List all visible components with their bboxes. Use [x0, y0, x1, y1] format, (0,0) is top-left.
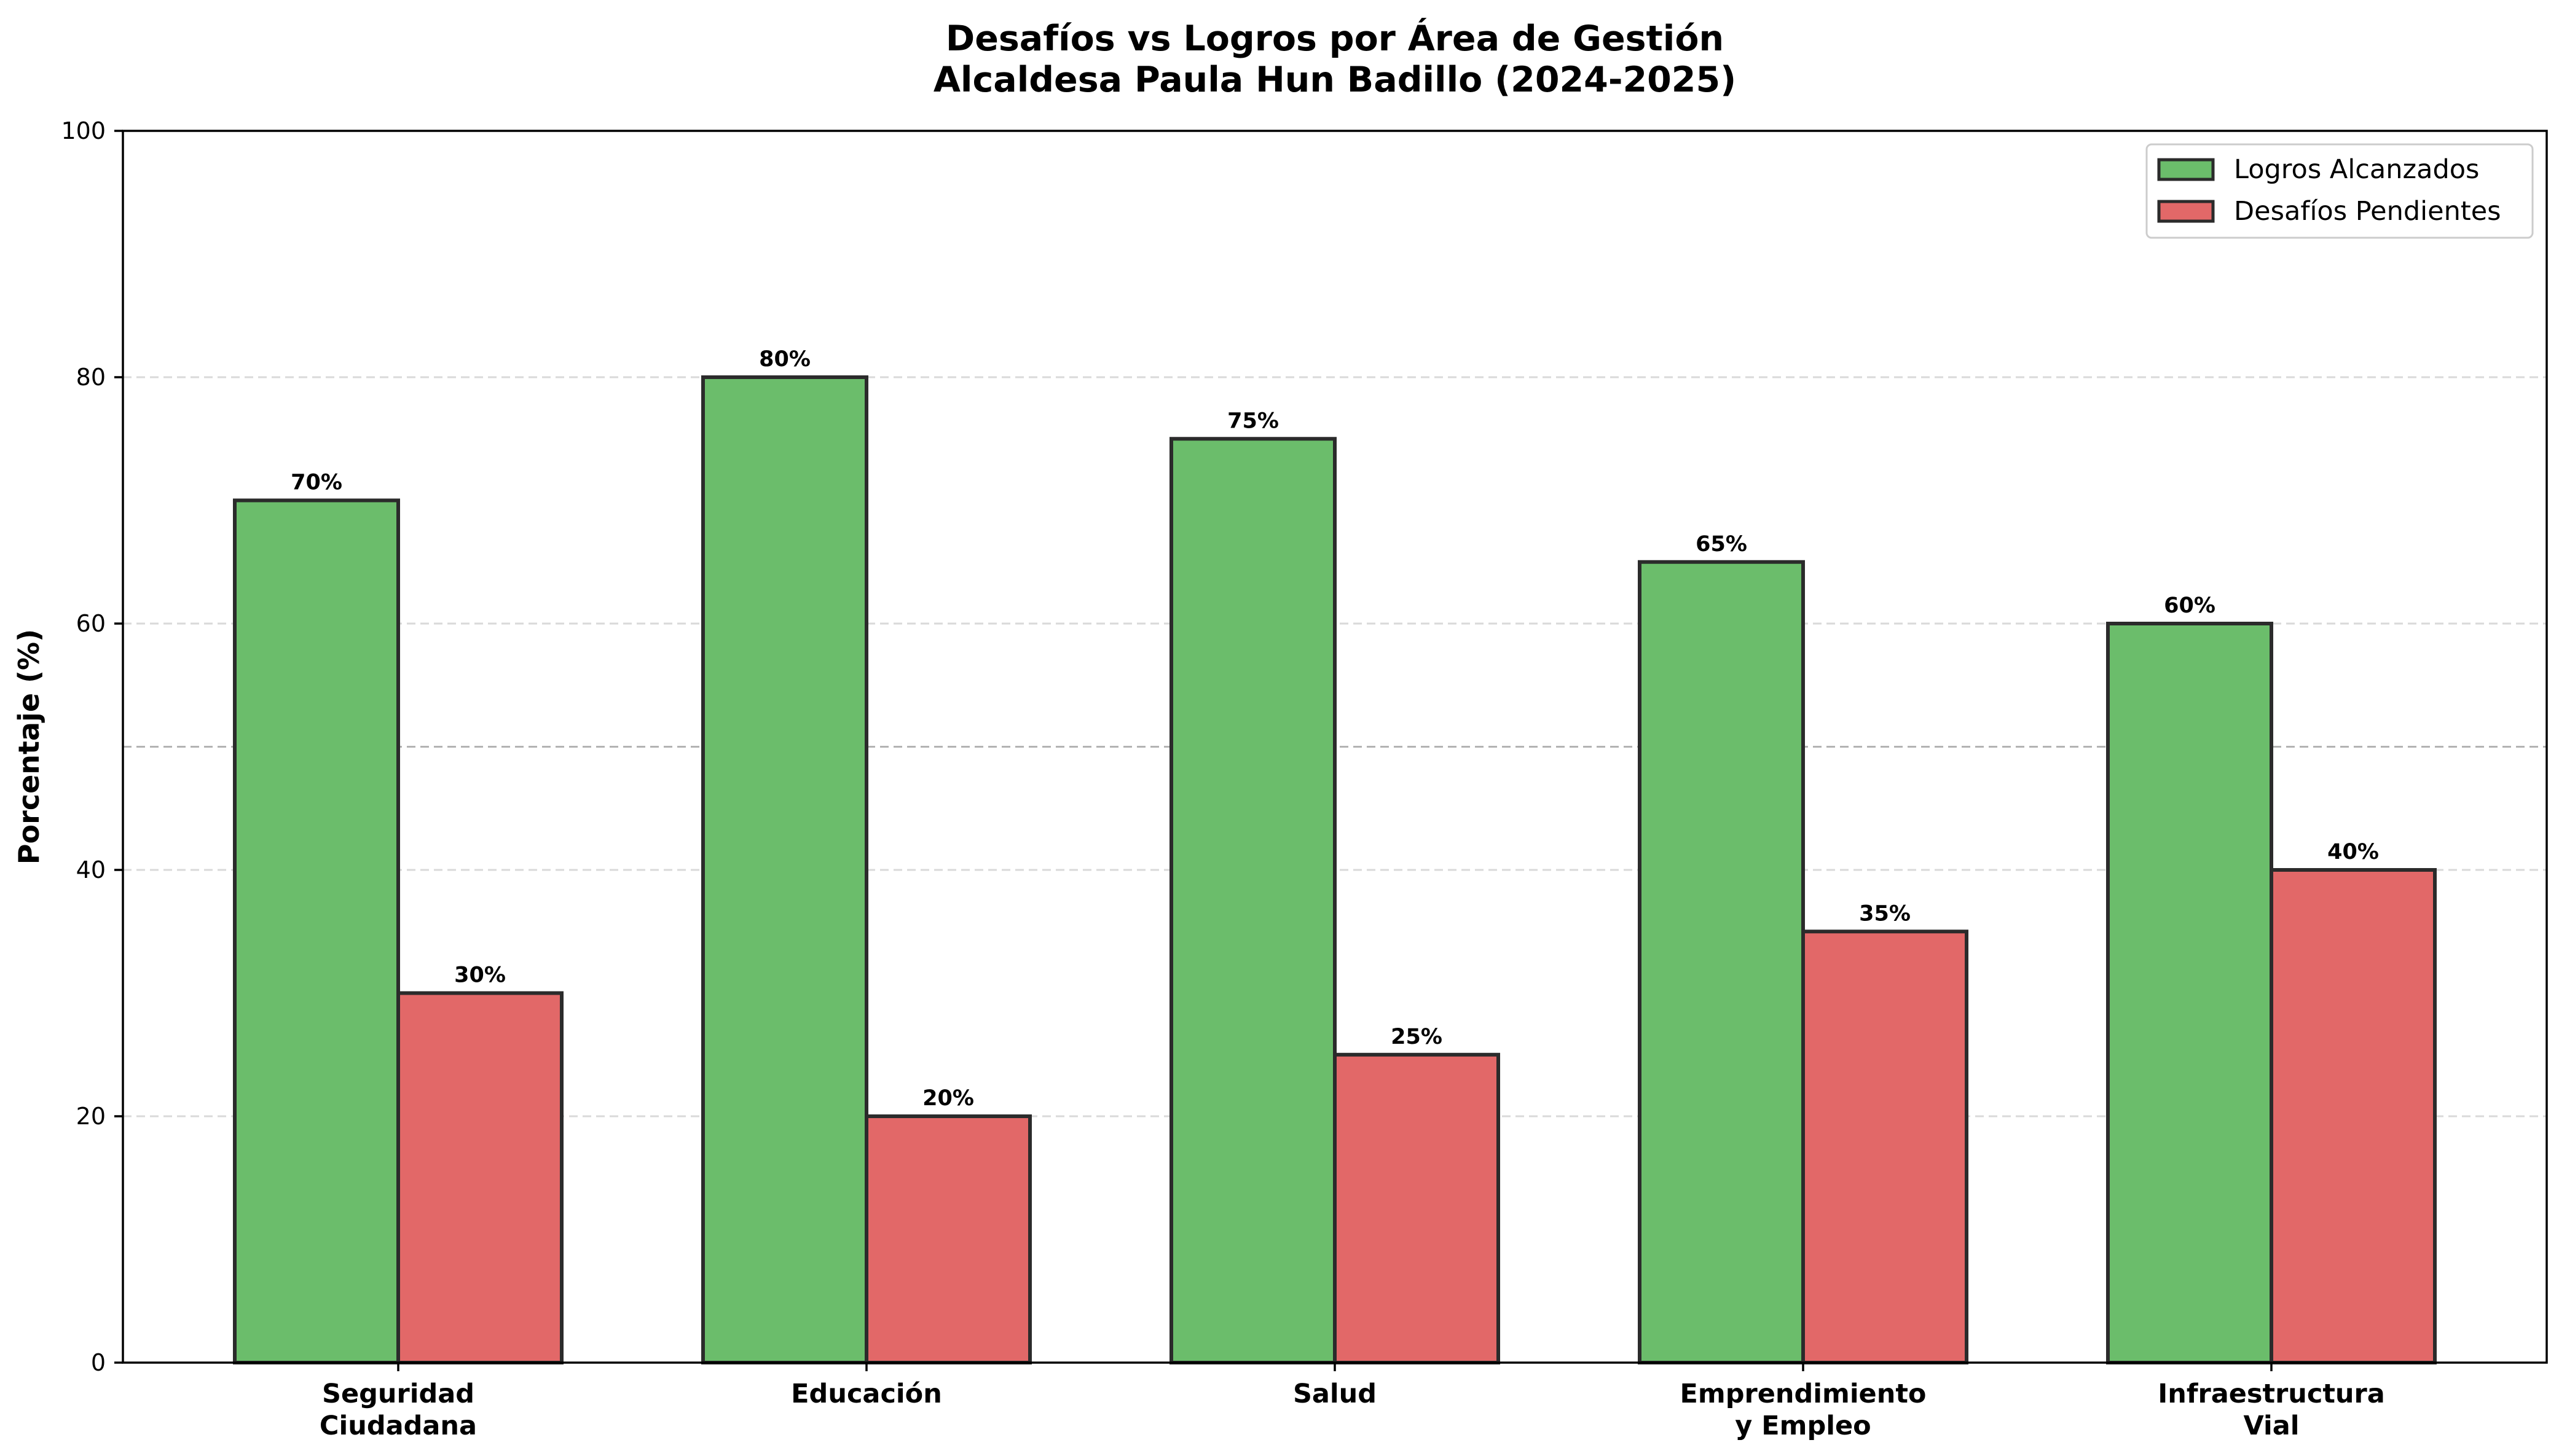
- chart-title-line: Desafíos vs Logros por Área de Gestión: [946, 17, 1724, 59]
- bars: [233, 375, 2437, 1364]
- bar-logros: [1638, 560, 1805, 1364]
- bar-value-label: 80%: [759, 347, 811, 372]
- bar-value-label: 65%: [1696, 532, 1747, 557]
- legend: Logros Alcanzados Desafíos Pendientes: [2145, 143, 2534, 239]
- legend-label: Logros Alcanzados: [2234, 154, 2479, 185]
- y-tick-label: 100: [61, 117, 106, 144]
- bar-value-label: 20%: [922, 1086, 974, 1111]
- bar-value-label: 25%: [1391, 1025, 1442, 1049]
- x-tick-label: Infraestructura: [2158, 1379, 2385, 1409]
- x-tick-label: Vial: [2243, 1411, 2299, 1441]
- legend-label: Desafíos Pendientes: [2234, 196, 2501, 227]
- bar-logros: [701, 375, 868, 1364]
- x-tick-label: Salud: [1293, 1379, 1377, 1409]
- legend-box: [2145, 143, 2534, 239]
- legend-swatch: [2157, 158, 2215, 181]
- bar-desafios: [1333, 1052, 1500, 1364]
- bar-value-label: 35%: [1859, 901, 1911, 926]
- x-tick-label: Educación: [791, 1379, 942, 1409]
- bar-value-label: 40%: [2327, 840, 2379, 864]
- bar-value-label: 75%: [1227, 409, 1279, 433]
- x-tick-label: y Empleo: [1735, 1411, 1871, 1441]
- bar-logros: [2106, 622, 2273, 1364]
- chart-title: Desafíos vs Logros por Área de GestiónAl…: [934, 17, 1736, 100]
- bar-logros: [233, 498, 400, 1364]
- y-tick-label: 80: [76, 364, 106, 391]
- legend-swatch: [2157, 200, 2215, 223]
- chart-title-line: Alcaldesa Paula Hun Badillo (2024-2025): [934, 60, 1736, 100]
- axes: 0 20 40 60 80 100 Porcentaje (%) SeguridadCiuda…: [12, 117, 2548, 1441]
- bar-value-label: 30%: [454, 963, 506, 988]
- x-tick-label: Emprendimiento: [1680, 1379, 1927, 1409]
- bar-value-label: 60%: [2164, 593, 2215, 618]
- y-tick-label: 20: [76, 1103, 106, 1130]
- bar-desafios: [2270, 868, 2437, 1364]
- y-tick-label: 40: [76, 856, 106, 883]
- x-tick-label: Ciudadana: [320, 1411, 477, 1441]
- bar-logros: [1169, 437, 1337, 1364]
- bar-labels: 70% 80% 75% 65% 60% 30% 20% 25% 35% 40%: [291, 347, 2379, 1111]
- y-axis-title: Porcentaje (%): [12, 629, 45, 864]
- x-tick-label: Seguridad: [322, 1379, 474, 1409]
- y-tick-label: 0: [91, 1349, 106, 1376]
- bar-value-label: 70%: [291, 471, 342, 495]
- y-tick-label: 60: [76, 610, 106, 637]
- bar-desafios: [865, 1114, 1032, 1364]
- bar-desafios: [396, 991, 564, 1364]
- bar-desafios: [1801, 930, 1968, 1364]
